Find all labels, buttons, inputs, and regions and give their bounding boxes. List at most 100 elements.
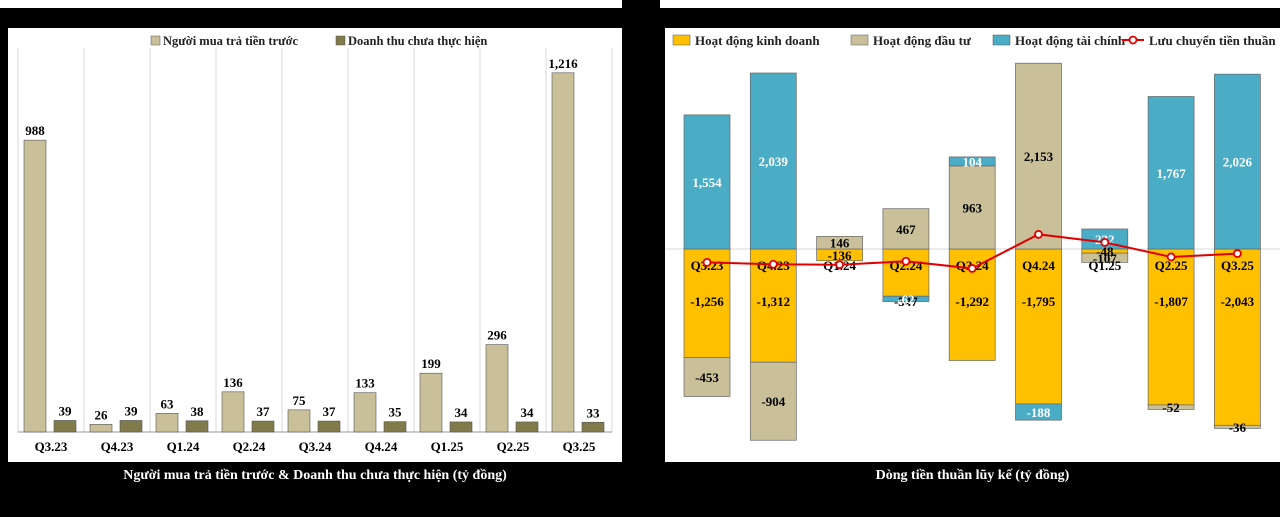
data-label: 2,039 <box>759 154 789 169</box>
data-label: 33 <box>587 405 601 420</box>
legend-swatch <box>850 34 869 46</box>
bar <box>485 344 509 433</box>
data-label: -52 <box>1162 400 1179 415</box>
data-label: 1,554 <box>692 175 722 190</box>
bar <box>353 392 377 433</box>
data-label: -453 <box>695 370 719 385</box>
legend-swatch <box>992 34 1011 46</box>
net-cashflow-point <box>768 259 778 269</box>
right-chart-title: Dòng tiền thuần lũy kế (tỷ đồng) <box>665 466 1280 488</box>
data-label: -107 <box>1093 251 1117 266</box>
bar <box>581 421 605 433</box>
bar <box>551 72 575 433</box>
right-chart-svg: Hoạt động kinh doanh Hoạt động đầu tư Hoạt… <box>665 33 1280 441</box>
data-label: 199 <box>421 356 441 371</box>
bar <box>53 420 77 433</box>
data-label: 2,026 <box>1223 155 1253 170</box>
data-label: 2,153 <box>1024 149 1054 164</box>
bar <box>89 424 113 433</box>
legend-label: Hoạt động đầu tư <box>873 33 971 48</box>
legend-label: Người mua trả tiền trước <box>163 34 299 48</box>
stacked-bar-segment <box>816 236 863 250</box>
stacked-bar-segment <box>948 156 996 167</box>
stacked-bar-segment <box>683 357 731 397</box>
data-label: 39 <box>125 403 139 418</box>
legend-marker <box>1128 35 1138 45</box>
data-label: 467 <box>896 222 916 237</box>
data-label: -547 <box>894 294 918 309</box>
stacked-bar-segment <box>1147 96 1195 250</box>
x-tick-label: Q1.25 <box>1088 258 1121 273</box>
data-label: 34 <box>521 405 535 420</box>
stacked-bar-segment <box>683 114 731 250</box>
stacked-bar-segment <box>749 72 797 250</box>
data-label: 63 <box>161 396 175 411</box>
data-label: -136 <box>828 248 852 263</box>
stacked-bar-segment <box>882 208 930 250</box>
data-label: -1,256 <box>690 294 724 309</box>
x-tick-label: Q4.24 <box>365 439 398 454</box>
data-label: -1,795 <box>1022 294 1056 309</box>
right-chart-panel: Hoạt động kinh doanh Hoạt động đầu tư Hoạt… <box>665 28 1280 462</box>
top-edge-right <box>660 0 1280 8</box>
net-cashflow-point <box>901 256 911 266</box>
bar <box>515 421 539 433</box>
data-label: 37 <box>323 404 337 419</box>
net-cashflow-point <box>1166 252 1176 262</box>
data-label: 37 <box>257 404 271 419</box>
legend-swatch <box>672 34 691 46</box>
stacked-bar-segment <box>1015 403 1062 421</box>
data-label: -1,312 <box>757 294 791 309</box>
x-tick-label: Q3.25 <box>563 439 596 454</box>
data-label: 104 <box>962 154 982 169</box>
stacked-bar-segment <box>1081 252 1129 263</box>
net-cashflow-point <box>967 264 977 273</box>
data-label: 146 <box>830 236 850 251</box>
data-label: -1,807 <box>1154 294 1188 309</box>
bar <box>221 391 245 433</box>
data-label: 296 <box>487 328 507 343</box>
x-tick-label: Q1.25 <box>431 439 464 454</box>
data-label: 34 <box>455 405 469 420</box>
data-label: 35 <box>389 405 403 420</box>
bar <box>155 413 179 433</box>
bar <box>287 409 311 433</box>
bar <box>317 420 341 433</box>
net-cashflow-point <box>835 260 845 270</box>
bar <box>23 139 47 433</box>
net-cashflow-point <box>1233 249 1242 258</box>
stacked-bar-segment <box>749 361 797 441</box>
x-tick-label: Q3.25 <box>1221 258 1254 273</box>
legend-label: Hoạt động kinh doanh <box>695 33 820 48</box>
stacked-bar-segment <box>1147 404 1195 410</box>
data-label: -2,043 <box>1221 294 1255 309</box>
legend-label: Lưu chuyển tiền thuần <box>1149 33 1276 48</box>
stacked-bar-segment <box>1214 424 1261 429</box>
stacked-bar-segment <box>1214 73 1261 250</box>
stacked-bar-segment <box>882 295 930 302</box>
data-label: 133 <box>355 376 375 391</box>
bar <box>251 420 275 433</box>
stacked-bar-segment <box>948 165 996 250</box>
legend-swatch <box>150 35 161 46</box>
data-label: 1,216 <box>548 56 578 71</box>
data-label: -1,292 <box>955 294 989 309</box>
net-cashflow-point <box>702 257 712 267</box>
data-label: -904 <box>761 394 785 409</box>
data-label: 38 <box>191 404 205 419</box>
top-edge-left <box>0 0 622 8</box>
net-cashflow-point <box>1034 229 1043 239</box>
x-tick-label: Q3.24 <box>299 439 332 454</box>
data-label: 39 <box>59 403 73 418</box>
data-label: 75 <box>293 393 307 408</box>
data-label: -62 <box>897 292 914 307</box>
bar <box>119 420 143 433</box>
data-label: -48 <box>1096 244 1114 259</box>
bar <box>383 421 407 433</box>
bar <box>419 372 443 433</box>
data-label: 988 <box>25 123 45 138</box>
legend-label: Hoạt động tài chính <box>1015 33 1126 48</box>
data-label: 1,767 <box>1156 166 1186 181</box>
left-chart-svg: Người mua trả tiền trước Doanh thu chưa t… <box>17 34 613 454</box>
data-label: 963 <box>962 200 982 215</box>
